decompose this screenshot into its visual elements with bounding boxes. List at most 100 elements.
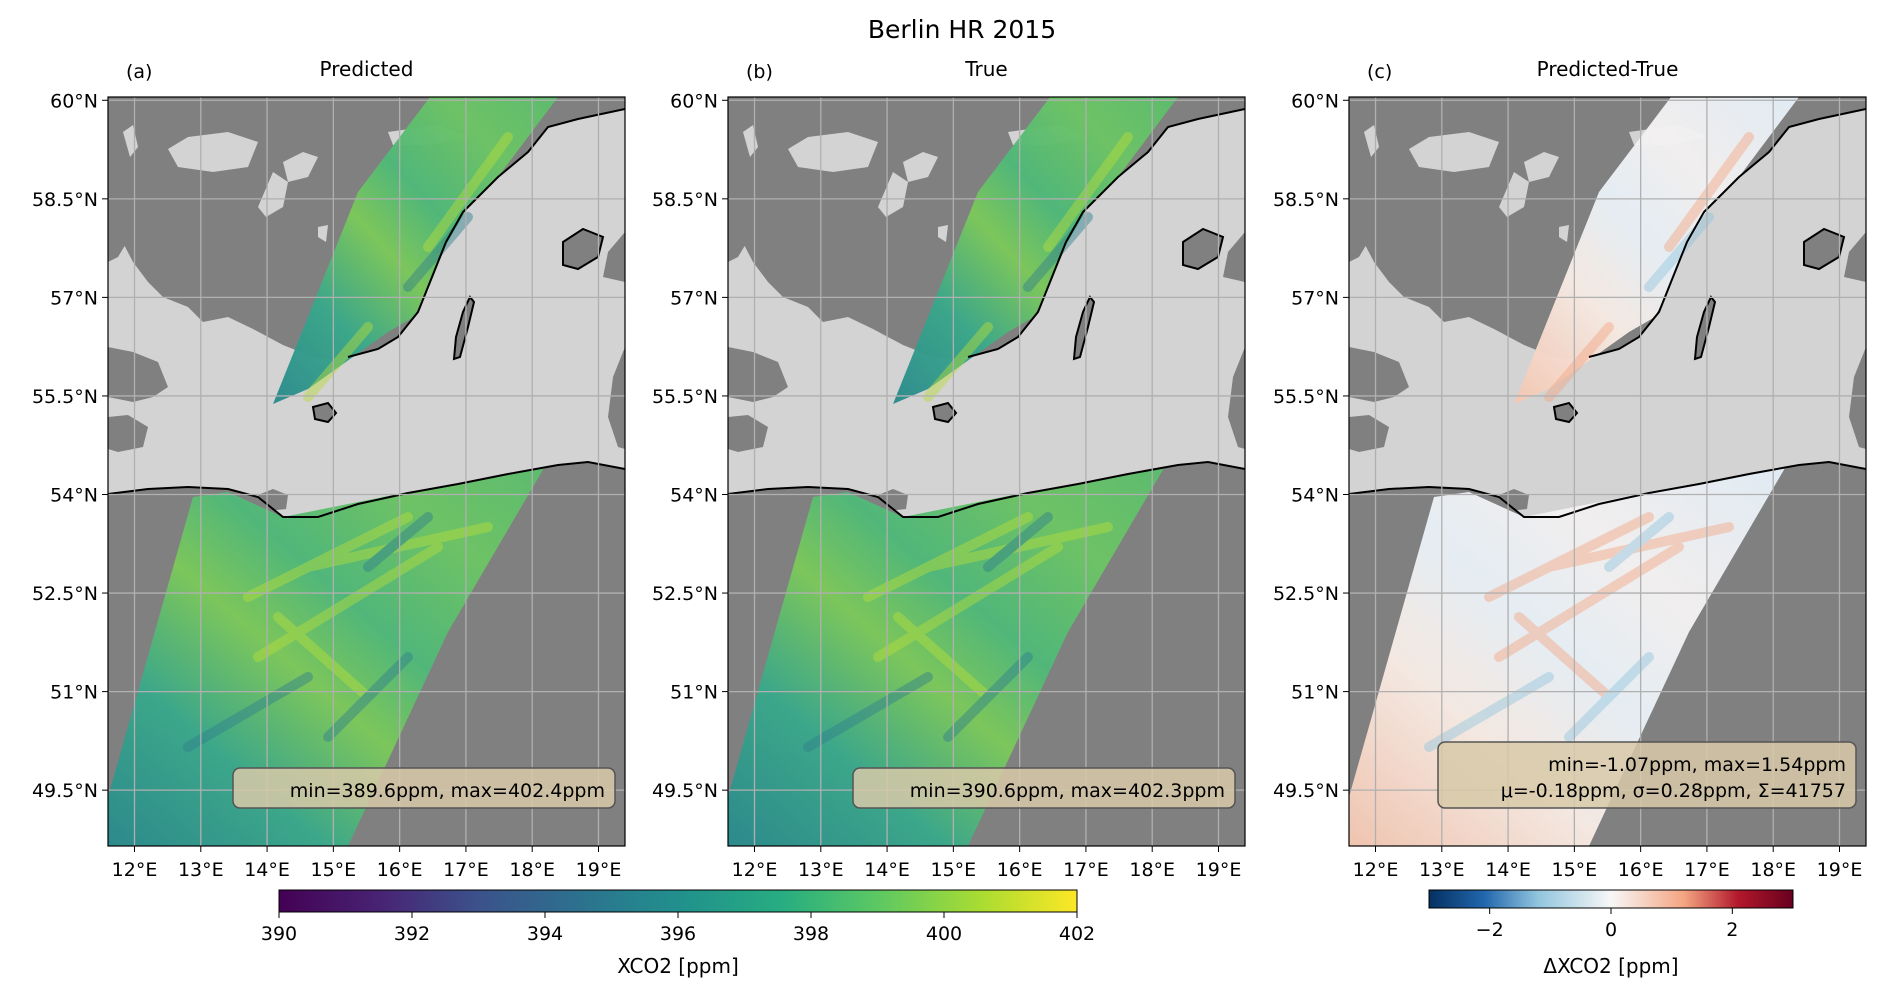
panel-frame — [727, 96, 1246, 847]
colorbar-tick-label: 402 — [1059, 923, 1095, 945]
y-tick-label: 54°N — [50, 484, 98, 506]
y-tick-label: 58.5°N — [32, 189, 98, 211]
lake-6 — [938, 225, 948, 242]
colorbar-tick-label: 394 — [527, 923, 563, 945]
x-tick-label: 16°E — [377, 859, 423, 881]
x-tick-label: 13°E — [1419, 859, 1465, 881]
swath-streak-10 — [923, 322, 993, 402]
land-zealand — [1349, 347, 1409, 402]
panel-frame — [1348, 96, 1867, 847]
y-tick-label: 52.5°N — [1273, 583, 1339, 605]
map-area — [1349, 97, 1866, 846]
swath-streak-10 — [1544, 322, 1614, 402]
x-tick-label: 17°E — [1684, 859, 1730, 881]
colorbar-xco2-label: XCO2 [ppm] — [617, 954, 739, 978]
colorbar-tick-label: 0 — [1605, 919, 1617, 941]
swath-texture — [1424, 132, 1754, 752]
swath-streak-1 — [1484, 512, 1654, 602]
panel-1: 12°E 13°E 14°E 15°E 16°E 17°E 18°E 19°E 60°N 58.5… — [32, 57, 626, 881]
lake-6 — [318, 225, 328, 242]
panel-frame — [107, 96, 626, 847]
coastline-sweden — [1588, 108, 1866, 358]
swath-streak-3 — [273, 612, 373, 702]
lake-1 — [1409, 132, 1499, 172]
colorbar-xco2-bar — [278, 889, 1078, 913]
y-tick-label: 57°N — [50, 287, 98, 309]
figure-title: Berlin HR 2015 — [868, 15, 1056, 44]
x-tick-label: 18°E — [1750, 859, 1796, 881]
x-tick-label: 19°E — [1817, 859, 1863, 881]
x-tick-label: 13°E — [798, 859, 844, 881]
coastline-bornholm — [931, 401, 958, 424]
panel-title: Predicted — [320, 57, 414, 81]
lake-1 — [168, 132, 258, 172]
swath-streak-2 — [1494, 542, 1684, 662]
y-tick-label: 52.5°N — [652, 583, 718, 605]
x-tick-label: 15°E — [1552, 859, 1598, 881]
swath-streak-7 — [363, 512, 433, 572]
land-jutland — [1349, 197, 1371, 262]
panel-label: (c) — [1367, 61, 1392, 83]
panel-2: 12°E 13°E 14°E 15°E 16°E 17°E 18°E 19°E 60°N 58.5… — [652, 57, 1246, 881]
swath-streak-4 — [923, 522, 1113, 572]
stats-box — [852, 767, 1236, 809]
swath-streak-2 — [253, 542, 443, 662]
y-tick-label: 55.5°N — [1273, 386, 1339, 408]
lake-2 — [283, 152, 318, 182]
swath-streak-3 — [893, 612, 993, 702]
x-tick-label: 16°E — [1618, 859, 1664, 881]
colorbar-dxco2: −2 0 2 ΔXCO2 [ppm] — [1428, 889, 1794, 978]
swath-south — [108, 468, 544, 846]
lake-2 — [903, 152, 938, 182]
swath-streak-2 — [873, 542, 1063, 662]
y-tick-label: 55.5°N — [32, 386, 98, 408]
swath-streak-3 — [1514, 612, 1614, 702]
island-bornholm — [1554, 403, 1577, 422]
y-tick-label: 51°N — [50, 682, 98, 704]
x-tick-label: 15°E — [931, 859, 977, 881]
swath-streak-6 — [1564, 652, 1654, 742]
lake-3 — [1499, 172, 1529, 217]
gridlines — [728, 97, 1245, 846]
coastline-south — [728, 460, 1245, 518]
panel-title: True — [964, 57, 1007, 81]
coastline-south — [1349, 460, 1866, 518]
land-baltics — [603, 232, 625, 282]
x-tick-label: 13°E — [178, 859, 224, 881]
y-tick-label: 49.5°N — [32, 780, 98, 802]
stats-box — [1437, 741, 1857, 809]
x-tick-label: 19°E — [576, 859, 622, 881]
land-baltics — [1844, 232, 1866, 282]
x-tick-label: 14°E — [244, 859, 290, 881]
swath-north — [1514, 97, 1799, 404]
coastline-south — [108, 460, 625, 518]
y-tick-label: 49.5°N — [652, 780, 718, 802]
x-tick-label: 18°E — [1129, 859, 1175, 881]
gridlines — [108, 97, 625, 846]
lake-3 — [258, 172, 288, 217]
coastline-bornholm — [311, 401, 338, 424]
lake-3 — [878, 172, 908, 217]
coastline-sweden — [967, 108, 1245, 358]
colorbar-dxco2-bar — [1428, 889, 1794, 909]
colorbar-tick-label: 390 — [261, 923, 297, 945]
swath-streak-1 — [863, 512, 1033, 602]
colorbar-tick-label: 2 — [1726, 919, 1738, 941]
swath-streak-9 — [403, 212, 473, 292]
x-tick-label: 15°E — [311, 859, 357, 881]
swath-texture — [183, 132, 513, 752]
land-baltics-south — [608, 347, 625, 449]
swath-streak-6 — [943, 652, 1033, 742]
swath-streak-5 — [183, 672, 313, 752]
x-tick-label: 12°E — [112, 859, 158, 881]
stats-text: min=389.6ppm, max=402.4ppm — [290, 780, 605, 802]
swath-streak-8 — [1664, 132, 1754, 252]
y-tick-label: 60°N — [670, 90, 718, 112]
swath-streak-9 — [1023, 212, 1093, 292]
land-jutland — [728, 197, 750, 262]
map-area — [108, 97, 625, 846]
y-tick-label: 58.5°N — [652, 189, 718, 211]
lake-1 — [788, 132, 878, 172]
swath-streak-7 — [1604, 512, 1674, 572]
